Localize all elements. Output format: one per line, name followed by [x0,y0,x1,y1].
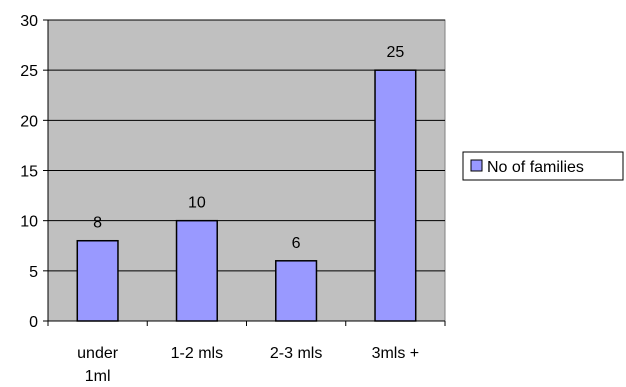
y-tick-label: 15 [20,164,38,181]
x-axis: under 1ml 1-2 mls 2-3 mls 3mls + [47,320,446,385]
x-category-label: 3mls + [372,345,420,362]
x-category-label-line: 1ml [85,368,111,385]
legend-swatch [470,159,483,172]
x-category-label-line: 1-2 mls [171,345,223,362]
bar [76,239,119,322]
x-category-label: under 1ml [77,345,119,385]
legend-label: No of families [487,159,584,176]
bar [175,219,218,322]
y-tick-label: 0 [29,314,38,331]
y-tick-label: 25 [20,63,38,80]
bars [76,69,417,322]
data-label: 6 [292,235,301,252]
x-category-label-line: 3mls + [372,345,420,362]
legend: No of families [462,151,624,181]
y-tick-label: 30 [20,13,38,30]
y-tick-label: 10 [20,214,38,231]
legend-box [462,151,624,181]
y-tick-label: 20 [20,113,38,130]
y-axis: 0 5 10 15 20 25 30 [20,13,49,331]
data-label: 8 [93,215,102,232]
x-category-label: 1-2 mls [171,345,223,362]
data-label: 10 [188,195,206,212]
y-tick-label: 5 [29,264,38,281]
data-labels: 8 10 6 25 [93,44,404,252]
x-category-label: 2-3 mls [270,345,322,362]
data-label: 25 [386,44,404,61]
bar [275,260,318,322]
bar [374,69,417,322]
x-category-label-line: under [77,345,119,362]
x-category-label-line: 2-3 mls [270,345,322,362]
